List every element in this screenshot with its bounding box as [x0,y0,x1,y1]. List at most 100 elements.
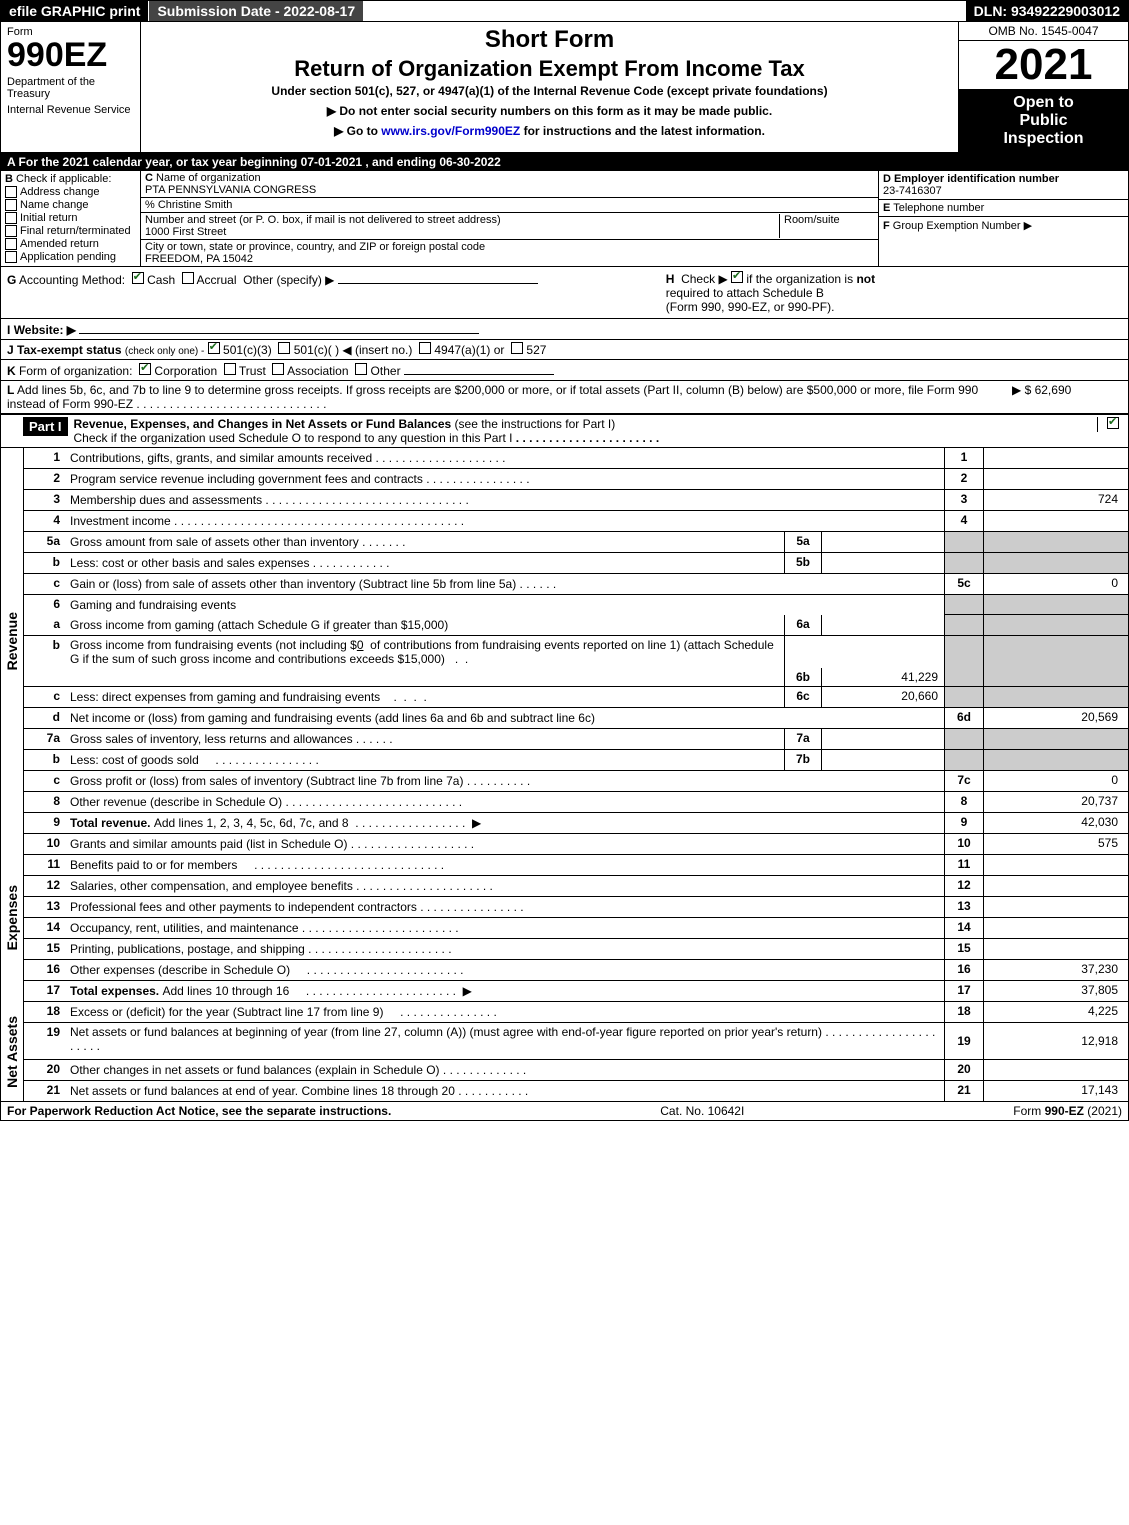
line-7b: b Less: cost of goods sold . . . . . . .… [24,750,1128,771]
revenue-side-label: Revenue [1,448,24,834]
sections-g-h: G Accounting Method: Cash Accrual Other … [1,267,1128,319]
line-11: 11 Benefits paid to or for members . . .… [24,855,1128,876]
website-input[interactable] [79,321,479,334]
line-3: 3 Membership dues and assessments . . . … [24,490,1128,511]
other-specify-input[interactable] [338,271,538,284]
line-14-value [984,918,1128,938]
short-form-title: Short Form [147,26,952,54]
irs-link[interactable]: www.irs.gov/Form990EZ [381,124,520,138]
part-1-header: Part I Revenue, Expenses, and Changes in… [1,414,1128,448]
line-9: 9 Total revenue. Add lines 1, 2, 3, 4, 5… [24,813,1128,834]
submission-date: Submission Date - 2022-08-17 [148,1,364,21]
section-l: L Add lines 5b, 6c, and 7b to line 9 to … [1,381,1128,414]
line-6d-value: 20,569 [984,708,1128,728]
line-16-value: 37,230 [984,960,1128,980]
line-5b: b Less: cost or other basis and sales ex… [24,553,1128,574]
check-application-pending[interactable]: Application pending [5,251,136,263]
line-18: 18 Excess or (deficit) for the year (Sub… [24,1002,1128,1023]
line-2: 2 Program service revenue including gove… [24,469,1128,490]
check-schedule-o-part1[interactable] [1107,417,1119,429]
check-corporation[interactable] [139,363,151,375]
line-6: 6 Gaming and fundraising events [24,595,1128,615]
section-i: I Website: ▶ [1,319,1128,340]
check-final-return[interactable]: Final return/terminated [5,225,136,237]
check-address-change[interactable]: Address change [5,186,136,198]
line-5a: 5a Gross amount from sale of assets othe… [24,532,1128,553]
check-501c3[interactable] [208,342,220,354]
catalog-number: Cat. No. 10642I [660,1104,744,1118]
net-assets-side-label: Net Assets [1,1002,24,1101]
section-c: C Name of organization PTA PENNSYLVANIA … [141,171,878,266]
section-h: H Check ▶ if the organization is not req… [666,271,1122,314]
line-8: 8 Other revenue (describe in Schedule O)… [24,792,1128,813]
line-6a-value [822,615,944,635]
top-bar: efile GRAPHIC print Submission Date - 20… [1,1,1128,22]
street-address: 1000 First Street [145,226,226,238]
check-4947[interactable] [419,342,431,354]
section-b: B Check if applicable: Address change Na… [1,171,141,266]
check-name-change[interactable]: Name change [5,199,136,211]
line-5b-value [822,553,944,573]
line-14: 14 Occupancy, rent, utilities, and maint… [24,918,1128,939]
check-cash[interactable] [132,272,144,284]
line-6b: b Gross income from fundraising events (… [24,636,1128,687]
section-a-tax-year: A For the 2021 calendar year, or tax yea… [1,153,1128,171]
line-12-value [984,876,1128,896]
line-7b-value [822,750,944,770]
line-6c-value: 20,660 [822,687,944,707]
ein-value: 23-7416307 [883,185,942,197]
line-1: 1 Contributions, gifts, grants, and simi… [24,448,1128,469]
line-6b-value: 41,229 [822,668,944,686]
header-center: Short Form Return of Organization Exempt… [141,22,958,152]
check-accrual[interactable] [182,272,194,284]
efile-label[interactable]: efile GRAPHIC print [1,1,148,21]
header-right: OMB No. 1545-0047 2021 Open to Public In… [958,22,1128,152]
open-to-public: Open to Public Inspection [959,90,1128,152]
line-12: 12 Salaries, other compensation, and emp… [24,876,1128,897]
section-g: G Accounting Method: Cash Accrual Other … [7,271,646,314]
line-4: 4 Investment income . . . . . . . . . . … [24,511,1128,532]
org-name: PTA PENNSYLVANIA CONGRESS [145,184,316,196]
line-13-value [984,897,1128,917]
line-15: 15 Printing, publications, postage, and … [24,939,1128,960]
check-other-org[interactable] [355,363,367,375]
line-6a: a Gross income from gaming (attach Sched… [24,615,1128,636]
check-initial-return[interactable]: Initial return [5,212,136,224]
line-9-value: 42,030 [984,813,1128,833]
line-17: 17 Total expenses. Add lines 10 through … [24,981,1128,1002]
line-7c-value: 0 [984,771,1128,791]
instruction-ssn: ▶ Do not enter social security numbers o… [147,104,952,118]
line-5a-value [822,532,944,552]
city-state-zip: FREEDOM, PA 15042 [145,253,253,265]
section-k: K Form of organization: Corporation Trus… [1,360,1128,381]
expenses-section: Expenses 10 Grants and similar amounts p… [1,834,1128,1002]
omb-number: OMB No. 1545-0047 [959,22,1128,41]
line-4-value [984,511,1128,531]
line-20-value [984,1060,1128,1080]
line-18-value: 4,225 [984,1002,1128,1022]
line-5c: c Gain or (loss) from sale of assets oth… [24,574,1128,595]
care-of: % Christine Smith [141,198,878,213]
line-17-value: 37,805 [984,981,1128,1001]
check-trust[interactable] [224,363,236,375]
expenses-side-label: Expenses [1,834,24,1002]
agency-treasury: Department of the Treasury [7,76,134,100]
return-subtitle: Under section 501(c), 527, or 4947(a)(1)… [147,84,952,98]
other-org-input[interactable] [404,362,554,375]
section-j: J Tax-exempt status (check only one) - 5… [1,340,1128,360]
line-19-value: 12,918 [984,1023,1128,1059]
line-21: 21 Net assets or fund balances at end of… [24,1081,1128,1101]
line-1-value [984,448,1128,468]
check-527[interactable] [511,342,523,354]
line-7a-value [822,729,944,749]
form-header: Form 990EZ Department of the Treasury In… [1,22,1128,153]
agency-irs: Internal Revenue Service [7,104,134,116]
dln-label: DLN: 93492229003012 [966,1,1128,21]
check-501c[interactable] [278,342,290,354]
check-schedule-b-not-required[interactable] [731,271,743,283]
check-association[interactable] [272,363,284,375]
line-8-value: 20,737 [984,792,1128,812]
line-10-value: 575 [984,834,1128,854]
line-15-value [984,939,1128,959]
check-amended-return[interactable]: Amended return [5,238,136,250]
